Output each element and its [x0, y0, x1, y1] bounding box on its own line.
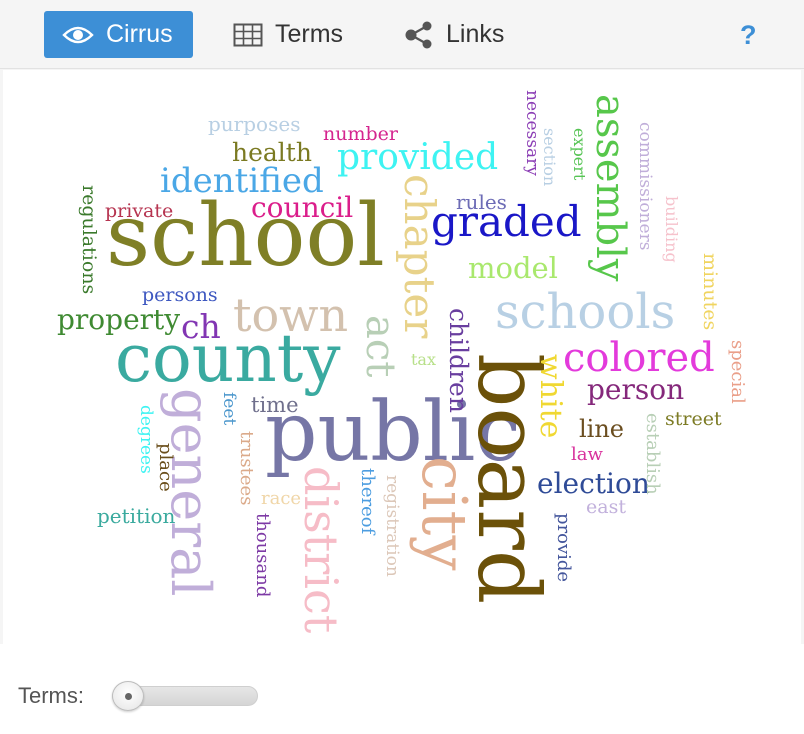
cloud-word[interactable]: act: [357, 315, 403, 378]
cloud-word[interactable]: children: [444, 308, 473, 413]
cloud-word[interactable]: race: [261, 488, 302, 509]
terms-slider-handle[interactable]: [112, 681, 144, 711]
cloud-word[interactable]: graded: [431, 197, 582, 246]
cloud-word[interactable]: election: [537, 467, 650, 500]
cloud-word[interactable]: colored: [563, 335, 715, 381]
tab-label: Terms: [275, 20, 344, 48]
cloud-word[interactable]: street: [665, 408, 722, 430]
cloud-word[interactable]: provide: [553, 513, 574, 583]
cloud-word[interactable]: county: [115, 320, 341, 397]
cloud-word[interactable]: special: [727, 340, 748, 404]
toolbar: Cirrus Terms Links ?: [0, 0, 804, 69]
cloud-word[interactable]: white: [533, 354, 568, 439]
tab-label: Cirrus: [106, 20, 173, 48]
terms-label: Terms:: [18, 683, 84, 708]
cloud-word[interactable]: petition: [97, 504, 176, 528]
cloud-word[interactable]: person: [587, 373, 685, 406]
cloud-word[interactable]: registration: [382, 475, 402, 577]
help-icon[interactable]: ?: [740, 20, 757, 50]
table-grid-icon: [233, 23, 263, 47]
cloud-word[interactable]: provided: [337, 137, 499, 178]
cloud-word[interactable]: necessary: [522, 90, 542, 176]
cloud-word[interactable]: minutes: [699, 253, 721, 331]
cloud-word[interactable]: persons: [142, 284, 218, 306]
cloud-word[interactable]: tax: [411, 350, 436, 369]
cloud-word[interactable]: building: [662, 196, 681, 263]
cloud-word[interactable]: model: [468, 251, 558, 285]
cloud-word[interactable]: city: [408, 456, 481, 571]
cloud-word[interactable]: expert: [570, 128, 589, 181]
cloud-word[interactable]: council: [251, 191, 354, 224]
cloud-word[interactable]: rules: [456, 190, 507, 214]
word-cloud: school public board county city general …: [3, 70, 801, 644]
cloud-word[interactable]: time: [251, 393, 299, 417]
cloud-word[interactable]: health: [232, 138, 312, 167]
eye-icon: [62, 25, 94, 45]
cloud-word[interactable]: commissioners: [635, 122, 655, 251]
cloud-word[interactable]: purposes: [208, 112, 301, 136]
cloud-word[interactable]: law: [571, 444, 603, 465]
cloud-word[interactable]: town: [233, 288, 349, 342]
share-nodes-icon: [404, 21, 434, 49]
cloud-word[interactable]: section: [540, 128, 559, 187]
cloud-word[interactable]: line: [579, 415, 625, 443]
cloud-word[interactable]: public: [265, 385, 522, 480]
tab-links[interactable]: Links: [404, 11, 504, 58]
cloud-word[interactable]: general: [159, 388, 222, 597]
cloud-word[interactable]: thousand: [252, 513, 273, 598]
cloud-word[interactable]: assembly: [587, 94, 633, 282]
cloud-word[interactable]: number: [323, 123, 398, 145]
tab-label: Links: [446, 20, 505, 48]
cloud-word[interactable]: place: [155, 443, 176, 492]
cloud-word[interactable]: property: [57, 303, 181, 336]
cloud-word[interactable]: ch: [181, 307, 221, 346]
tab-terms[interactable]: Terms: [233, 11, 343, 58]
cloud-word[interactable]: identified: [160, 161, 324, 201]
cloud-word[interactable]: private: [105, 200, 174, 222]
cloud-word[interactable]: regulations: [78, 185, 100, 295]
tab-cirrus[interactable]: Cirrus: [44, 11, 193, 58]
cloud-word[interactable]: east: [586, 496, 626, 518]
cloud-word[interactable]: trustees: [236, 431, 257, 506]
cloud-word[interactable]: feet: [219, 392, 239, 426]
cloud-word[interactable]: school: [106, 186, 385, 286]
cloud-word[interactable]: thereof: [357, 468, 378, 535]
cloud-word[interactable]: schools: [495, 284, 676, 340]
cloud-word[interactable]: degrees: [136, 405, 156, 474]
cloud-word[interactable]: establish: [642, 413, 663, 495]
cloud-word[interactable]: district: [294, 466, 348, 634]
